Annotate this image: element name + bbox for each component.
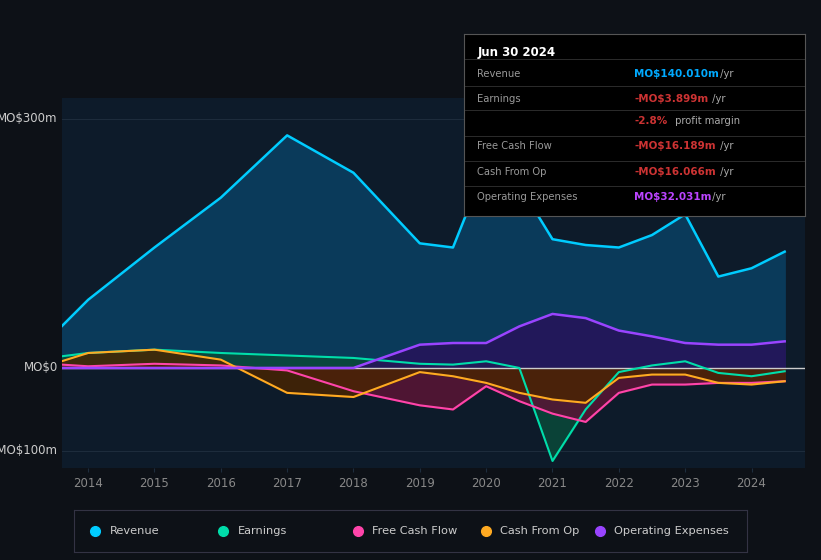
Text: MO$0: MO$0 <box>24 361 57 375</box>
Text: /yr: /yr <box>709 193 726 202</box>
Text: Free Cash Flow: Free Cash Flow <box>372 526 457 535</box>
Text: Free Cash Flow: Free Cash Flow <box>478 142 553 151</box>
Text: Revenue: Revenue <box>478 69 521 78</box>
Text: MO$300m: MO$300m <box>0 112 57 125</box>
Text: -MO$16.189m: -MO$16.189m <box>635 142 716 151</box>
Text: Cash From Op: Cash From Op <box>500 526 580 535</box>
Text: /yr: /yr <box>717 167 733 177</box>
Text: /yr: /yr <box>717 69 733 78</box>
Text: MO$140.010m: MO$140.010m <box>635 69 719 78</box>
Text: Jun 30 2024: Jun 30 2024 <box>478 46 556 59</box>
Text: Revenue: Revenue <box>109 526 159 535</box>
Text: /yr: /yr <box>717 142 733 151</box>
Text: Earnings: Earnings <box>237 526 287 535</box>
Text: Cash From Op: Cash From Op <box>478 167 547 177</box>
Text: Earnings: Earnings <box>478 94 521 104</box>
Text: -MO$100m: -MO$100m <box>0 445 57 458</box>
Text: MO$32.031m: MO$32.031m <box>635 193 712 202</box>
Text: -2.8%: -2.8% <box>635 116 667 126</box>
Text: profit margin: profit margin <box>672 116 740 126</box>
Text: Operating Expenses: Operating Expenses <box>478 193 578 202</box>
Text: Operating Expenses: Operating Expenses <box>614 526 729 535</box>
Text: /yr: /yr <box>709 94 726 104</box>
Text: -MO$16.066m: -MO$16.066m <box>635 167 716 177</box>
Text: -MO$3.899m: -MO$3.899m <box>635 94 709 104</box>
